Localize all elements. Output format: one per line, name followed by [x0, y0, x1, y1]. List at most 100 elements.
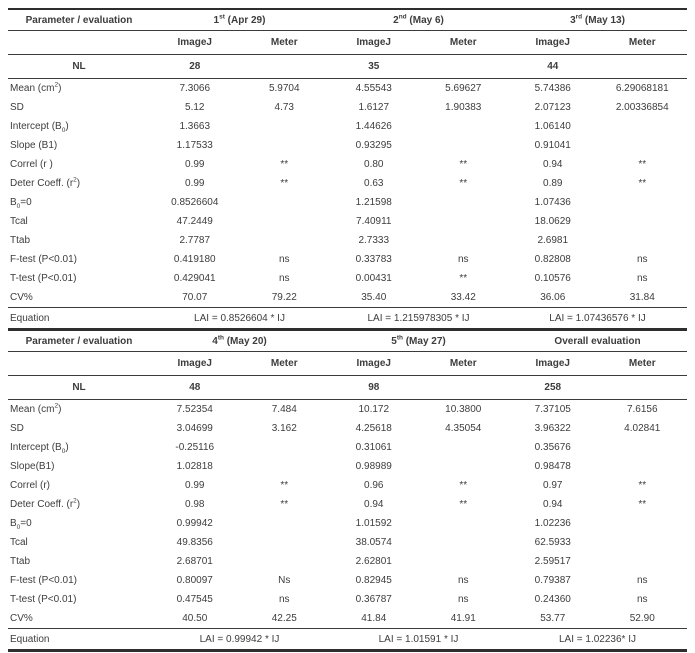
value-cell: 10.172 — [358, 404, 390, 415]
method-header: Meter — [597, 351, 687, 376]
table-row: Mean (cm2) 7.3066 5.9704 4.55543 5.69627 5.74… — [8, 79, 687, 99]
table-row: F-test (P<0.01) 0.419180 ns 0.33783 ns 0.8280… — [8, 250, 687, 269]
value-cell: 0.97 — [543, 480, 563, 491]
label-text: (May 27) — [402, 335, 446, 347]
value-cell: ** — [638, 178, 647, 189]
row-label: Mean (cm2) — [8, 400, 150, 420]
value-cell — [419, 533, 509, 552]
value-cell: 0.79387 — [534, 575, 571, 586]
value-cell: 0.94 — [543, 159, 563, 170]
empty-header-cell — [8, 351, 150, 376]
value-cell: 0.63 — [364, 178, 384, 189]
label-text: Ttab — [10, 235, 31, 246]
method-header: ImageJ — [150, 30, 240, 55]
nl-row: NL 48 98 258 — [8, 375, 687, 400]
label-text: ) — [65, 442, 69, 453]
label-text: Overall evaluation — [554, 335, 641, 347]
table-row: Mean (cm2) 7.52354 7.484 10.172 10.3800 7.371… — [8, 400, 687, 420]
value-cell: 5.9704 — [268, 83, 300, 94]
row-label: T-test (P<0.01) — [8, 269, 150, 288]
method-header-row: ImageJ Meter ImageJ Meter ImageJ Meter — [8, 351, 687, 376]
value-cell: 0.10576 — [534, 273, 571, 284]
value-cell: 0.47545 — [176, 594, 213, 605]
label-text: 1 — [213, 14, 220, 26]
value-cell: ns — [278, 254, 290, 265]
value-cell: 42.25 — [271, 613, 297, 624]
period-header: 2nd (May 6) — [329, 9, 508, 31]
equation-cell: LAI = 1.07436576 * IJ — [508, 307, 687, 330]
superscript: th — [396, 334, 403, 342]
value-cell: ** — [280, 178, 289, 189]
value-cell: 40.50 — [182, 613, 208, 624]
nl-value: 48 — [150, 375, 240, 400]
value-cell: 5.74386 — [534, 83, 571, 94]
value-cell: ns — [457, 575, 469, 586]
value-cell — [240, 212, 330, 231]
value-cell: 70.07 — [182, 292, 208, 303]
method-header: ImageJ — [329, 351, 419, 376]
value-cell: 2.7787 — [179, 235, 211, 246]
value-cell — [598, 457, 688, 476]
superscript: 2 — [73, 176, 77, 184]
label-text: ) — [58, 83, 62, 94]
superscript: nd — [398, 13, 407, 21]
value-cell: 1.44626 — [355, 121, 392, 132]
value-cell: ns — [457, 254, 469, 265]
table-row: Slope(B1) 1.02818 0.98989 0.98478 — [8, 457, 687, 476]
nl-label: NL — [8, 375, 150, 400]
value-cell: ns — [636, 594, 648, 605]
value-cell — [598, 514, 688, 533]
nl-value: 258 — [508, 375, 598, 400]
subscript: 0 — [16, 524, 21, 531]
label-text: (Apr 29) — [224, 14, 266, 26]
value-cell: ** — [638, 480, 647, 491]
table-row: SD 5.12 4.73 1.6127 1.90383 2.07123 2.00336854 — [8, 98, 687, 117]
label-text: 5 — [391, 335, 397, 347]
value-cell — [419, 438, 509, 457]
row-label: Ttab — [8, 231, 150, 250]
row-label: Tcal — [8, 533, 150, 552]
value-cell: 31.84 — [629, 292, 655, 303]
label-text: Correl (r) — [10, 480, 50, 491]
value-cell: 7.484 — [271, 404, 297, 415]
label-text: 4 — [212, 335, 218, 347]
table-row: CV% 70.07 79.22 35.40 33.42 36.06 31.84 — [8, 288, 687, 308]
value-cell: ns — [636, 273, 648, 284]
value-cell — [419, 117, 509, 136]
empty-cell — [418, 375, 508, 400]
value-cell — [419, 212, 509, 231]
value-cell: 36.06 — [540, 292, 566, 303]
value-cell: ns — [636, 575, 648, 586]
superscript: 2 — [54, 81, 59, 89]
table-row: CV% 40.50 42.25 41.84 41.91 53.77 52.90 — [8, 609, 687, 629]
label-text: Deter Coeff. (r — [10, 178, 74, 189]
value-cell: 0.36787 — [355, 594, 392, 605]
label-text: F-test (P<0.01) — [10, 575, 77, 586]
value-cell: 2.68701 — [176, 556, 213, 567]
value-cell: 4.25618 — [355, 423, 392, 434]
value-cell: 0.35676 — [534, 442, 571, 453]
row-label: F-test (P<0.01) — [8, 571, 150, 590]
value-cell — [240, 552, 330, 571]
value-cell: 2.07123 — [534, 102, 571, 113]
row-label: Ttab — [8, 552, 150, 571]
parameter-evaluation-header: Parameter / evaluation — [8, 9, 150, 31]
value-cell: 0.99 — [185, 178, 205, 189]
label-text: Intercept (B — [10, 442, 62, 453]
value-cell: 0.98 — [185, 499, 205, 510]
value-cell: ns — [636, 254, 648, 265]
value-cell: 47.2449 — [176, 216, 213, 227]
method-header: Meter — [239, 351, 329, 376]
value-cell — [240, 457, 330, 476]
equation-label: Equation — [8, 628, 150, 651]
value-cell: 4.55543 — [355, 83, 392, 94]
label-text: CV% — [10, 613, 33, 624]
value-cell: 0.8526604 — [171, 197, 219, 208]
label-text: Ttab — [10, 556, 31, 567]
label-text: 2 — [393, 14, 399, 26]
equation-row: Equation LAI = 0.8526604 * IJ LAI = 1.2159… — [8, 307, 687, 330]
value-cell — [240, 136, 330, 155]
row-label: Correl (r) — [8, 476, 150, 495]
value-cell: 0.94 — [543, 499, 563, 510]
